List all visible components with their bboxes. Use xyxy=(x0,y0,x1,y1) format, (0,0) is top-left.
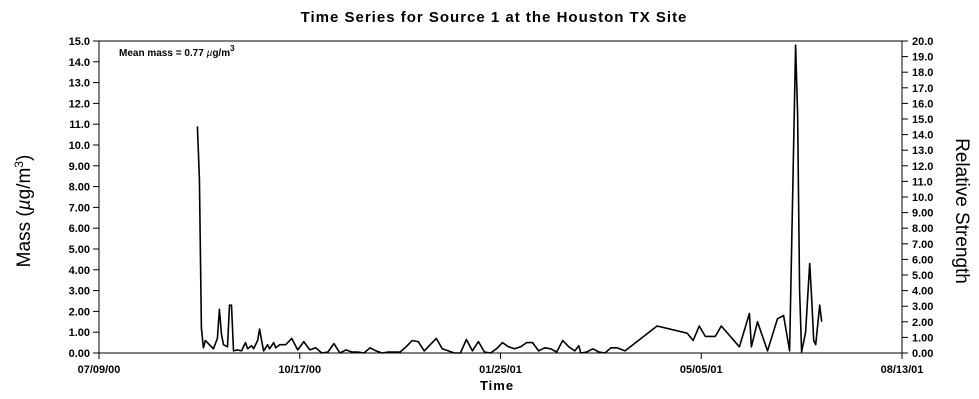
y-tick-label: 15.0 xyxy=(69,36,90,48)
x-tick-label: 07/09/00 xyxy=(78,364,121,376)
y2-tick-label: 2.00 xyxy=(912,317,933,329)
y-axis-right: 0.00 1.00 2.00 3.00 4.00 5.00 6.00 7.00 8.00 9.00… xyxy=(902,36,933,360)
x-axis: 07/09/00 10/17/00 01/25/01 05/05/01 08/13/01 xyxy=(78,353,924,376)
y2-tick-label: 16.0 xyxy=(912,98,933,110)
annotation-mu: µ xyxy=(207,48,213,59)
y2-tick-label: 6.00 xyxy=(912,254,933,266)
y2-tick-label: 17.0 xyxy=(912,83,933,95)
y2-tick-label: 7.00 xyxy=(912,239,933,251)
ylabel-prefix: Mass ( xyxy=(14,210,35,268)
annotation-text: Mean mass = 0.77 xyxy=(119,48,207,59)
y-tick-label: 0.00 xyxy=(69,348,90,360)
y-tick-label: 9.00 xyxy=(69,161,90,173)
y2-tick-label: 3.00 xyxy=(912,301,933,313)
y-axis-title-right: Relative Strength xyxy=(951,138,972,284)
x-tick-label: 10/17/00 xyxy=(278,364,321,376)
y2-tick-label: 8.00 xyxy=(912,223,933,235)
y-tick-label: 5.00 xyxy=(69,244,90,256)
y-axis-left: 0.00 1.00 2.00 3.00 4.00 5.00 6.00 7.00 8.00 9.00… xyxy=(69,36,99,360)
y2-tick-label: 14.0 xyxy=(912,130,933,142)
ylabel-sup: 3 xyxy=(12,161,26,168)
y2-tick-label: 19.0 xyxy=(912,52,933,64)
y-tick-label: 14.0 xyxy=(69,57,90,69)
plot-frame xyxy=(98,40,903,354)
mean-mass-annotation: Mean mass = 0.77 µg/m3 xyxy=(119,44,235,59)
x-tick-label: 08/13/01 xyxy=(881,364,924,376)
y-tick-label: 11.0 xyxy=(69,119,90,131)
y2-tick-label: 4.00 xyxy=(912,286,933,298)
y-tick-label: 8.00 xyxy=(69,182,90,194)
y2-tick-label: 0.00 xyxy=(912,348,933,360)
y2-tick-label: 18.0 xyxy=(912,67,933,79)
y-tick-label: 1.00 xyxy=(69,327,90,339)
y-tick-label: 2.00 xyxy=(69,306,90,318)
ylabel-unit: g/m xyxy=(14,168,35,200)
ylabel-suffix: ) xyxy=(14,155,35,161)
y-tick-label: 7.00 xyxy=(69,202,90,214)
y2-tick-label: 12.0 xyxy=(912,161,933,173)
y2-tick-label: 1.00 xyxy=(912,332,933,344)
y2-tick-label: 10.0 xyxy=(912,192,933,204)
y2-tick-label: 20.0 xyxy=(912,36,933,48)
chart-title: Time Series for Source 1 at the Houston … xyxy=(301,9,688,26)
y-tick-label: 12.0 xyxy=(69,98,90,110)
y2-tick-label: 11.0 xyxy=(912,176,933,188)
y2-tick-label: 15.0 xyxy=(912,114,933,126)
y2-tick-label: 9.00 xyxy=(912,208,933,220)
y-tick-label: 10.0 xyxy=(69,140,90,152)
y-axis-title-left: Mass (µg/m3) xyxy=(12,155,35,268)
annotation-unit: g/m xyxy=(212,48,230,59)
ylabel-mu: µ xyxy=(14,199,35,211)
series-line-source-1 xyxy=(196,44,823,354)
x-axis-title: Time xyxy=(480,378,514,393)
x-tick-label: 05/05/01 xyxy=(680,364,723,376)
x-tick-label: 01/25/01 xyxy=(479,364,522,376)
y2-tick-label: 13.0 xyxy=(912,145,933,157)
y-tick-label: 6.00 xyxy=(69,223,90,235)
y-tick-label: 3.00 xyxy=(69,286,90,298)
annotation-sup: 3 xyxy=(230,44,235,53)
y-tick-label: 13.0 xyxy=(69,78,90,90)
y-tick-label: 4.00 xyxy=(69,265,90,277)
y2-tick-label: 5.00 xyxy=(912,270,933,282)
